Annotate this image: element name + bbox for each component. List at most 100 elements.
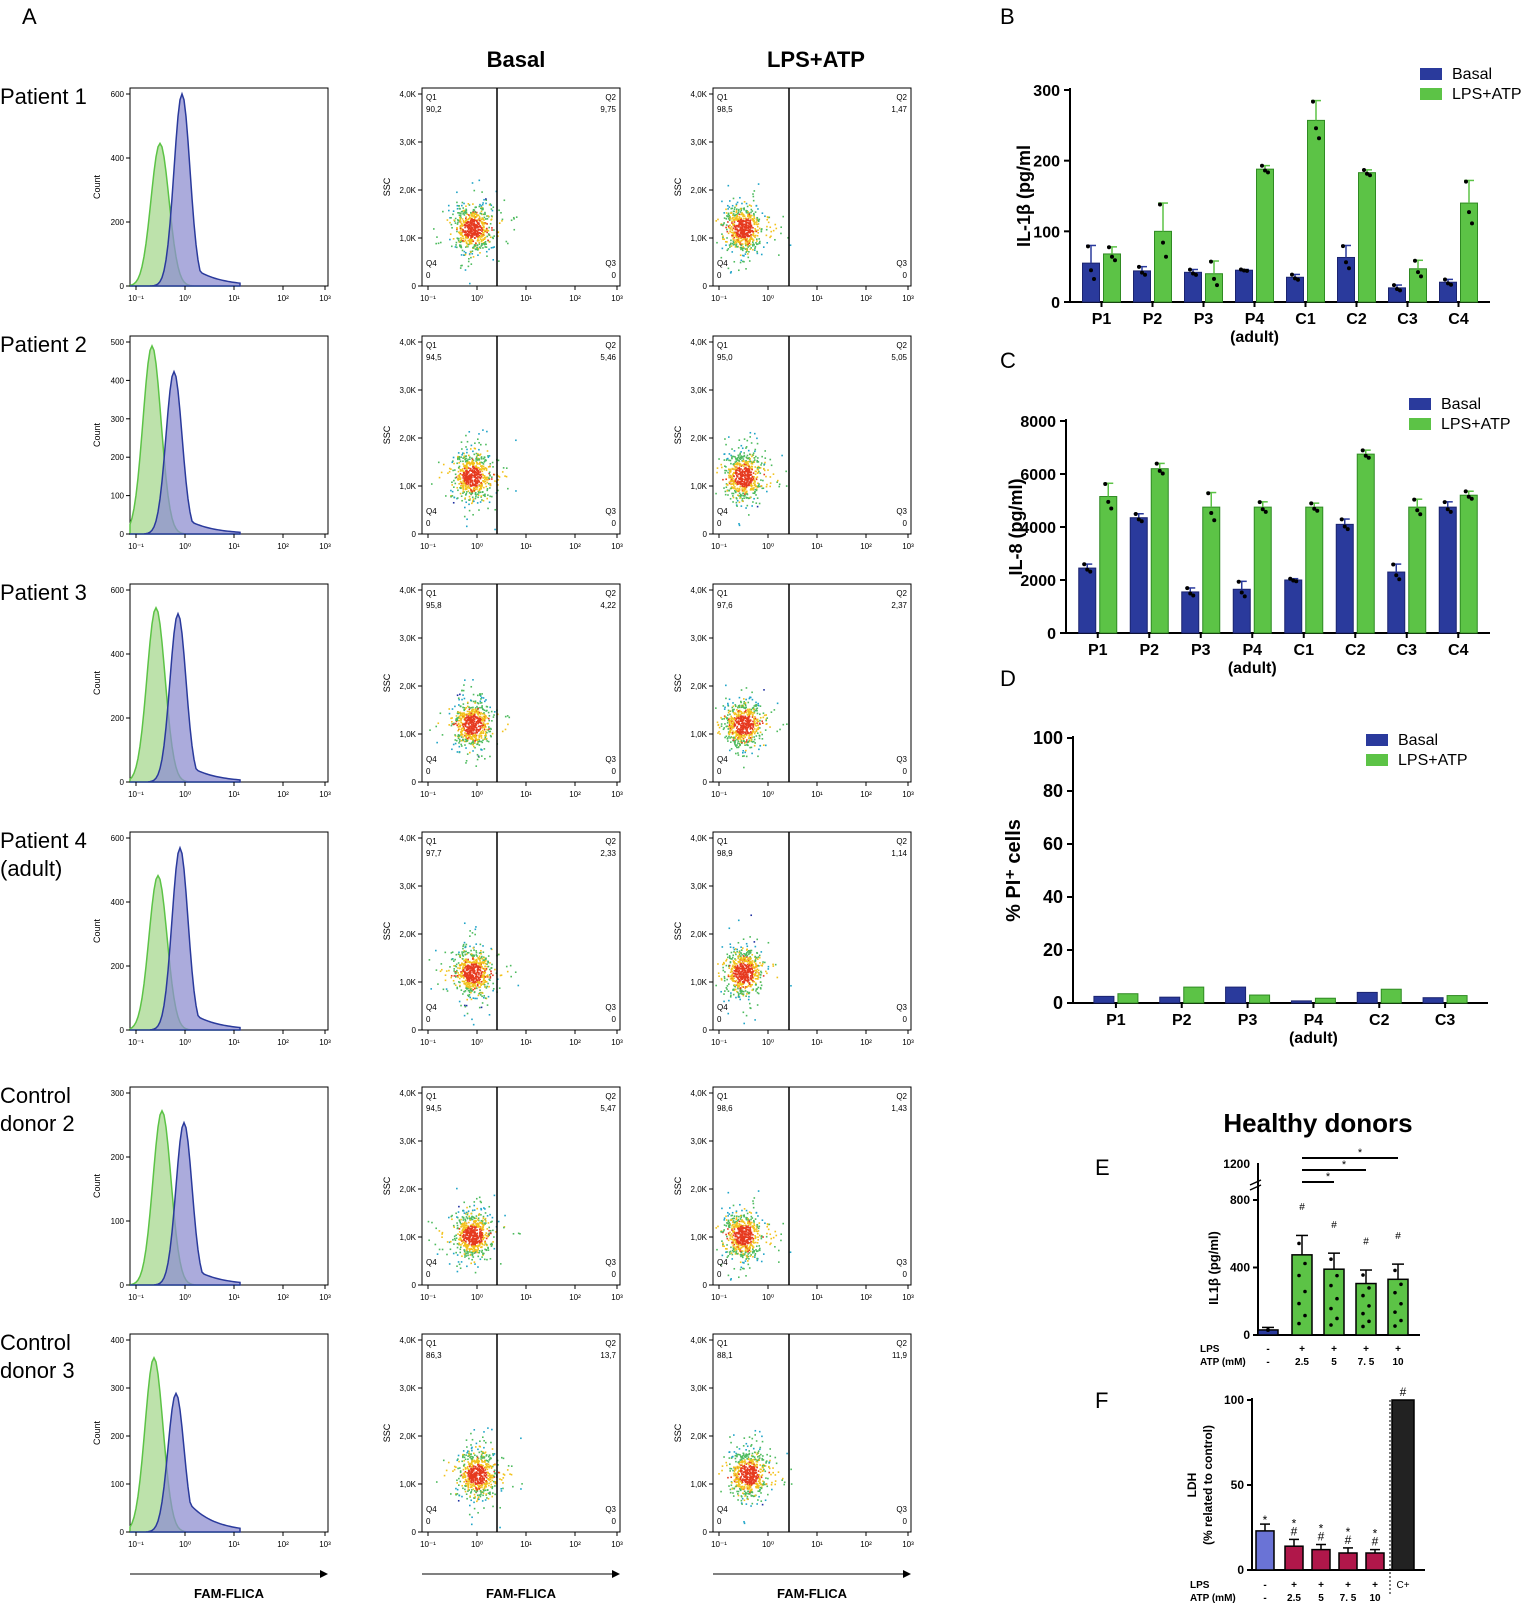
dot xyxy=(746,713,749,716)
dot xyxy=(470,718,472,721)
dot xyxy=(470,949,472,952)
dot xyxy=(743,698,745,700)
dot xyxy=(735,210,738,212)
dot xyxy=(742,215,744,218)
dot xyxy=(468,214,470,216)
dot xyxy=(734,723,736,726)
dot xyxy=(745,711,748,714)
dot xyxy=(747,472,749,474)
dot xyxy=(460,719,463,721)
dot xyxy=(461,264,463,267)
dot xyxy=(776,479,779,482)
dot xyxy=(475,926,477,928)
dot xyxy=(474,928,477,931)
dot xyxy=(473,225,476,227)
dot xyxy=(472,740,475,742)
dot xyxy=(744,484,746,487)
dot xyxy=(738,463,741,466)
dot xyxy=(746,482,748,485)
dot xyxy=(455,976,457,978)
dot xyxy=(457,735,459,738)
dot xyxy=(433,228,435,230)
dot xyxy=(727,725,730,728)
dot xyxy=(481,724,483,727)
dot xyxy=(464,487,467,490)
dot xyxy=(743,464,746,466)
dot xyxy=(471,958,474,960)
dot xyxy=(737,210,740,212)
dot xyxy=(471,496,474,499)
dot xyxy=(750,739,753,741)
dot xyxy=(744,976,747,979)
q1-label: Q1 xyxy=(426,589,437,598)
dot xyxy=(471,482,474,485)
dot xyxy=(489,222,492,225)
dot xyxy=(461,951,463,953)
dot xyxy=(459,981,461,984)
dot xyxy=(475,460,477,462)
dot xyxy=(739,485,742,488)
dot xyxy=(465,525,468,528)
dot xyxy=(460,246,463,249)
dot xyxy=(738,950,741,952)
dot xyxy=(748,212,750,214)
dot xyxy=(758,483,760,485)
dot xyxy=(750,979,753,982)
dot xyxy=(483,959,485,961)
dot xyxy=(457,976,459,979)
dot xyxy=(468,253,471,255)
dot xyxy=(750,442,753,444)
dot xyxy=(489,755,491,758)
dot xyxy=(479,974,482,977)
dot xyxy=(749,713,752,715)
dot xyxy=(489,462,492,465)
dot xyxy=(471,230,473,233)
dot xyxy=(469,498,471,500)
dot xyxy=(462,727,465,730)
dot xyxy=(741,479,744,482)
dot xyxy=(464,253,467,256)
dot xyxy=(742,727,744,730)
dot xyxy=(469,219,472,222)
dot xyxy=(747,253,749,255)
dot xyxy=(468,461,470,463)
dot xyxy=(735,713,738,716)
dot xyxy=(731,979,733,981)
dot xyxy=(465,965,467,968)
dot xyxy=(465,484,467,486)
dot xyxy=(479,463,481,465)
dot xyxy=(458,478,461,481)
dot xyxy=(736,469,739,472)
dot xyxy=(737,236,740,238)
dot xyxy=(471,474,473,477)
dot xyxy=(463,1014,466,1017)
dot xyxy=(469,751,471,754)
dot xyxy=(753,719,756,722)
dot xyxy=(732,473,734,475)
dot xyxy=(482,243,485,245)
dot xyxy=(742,207,745,210)
dot xyxy=(440,963,443,965)
dot xyxy=(734,491,737,494)
dot xyxy=(484,246,487,248)
dot xyxy=(738,720,740,723)
dot xyxy=(740,246,742,249)
dot xyxy=(728,244,731,246)
dot xyxy=(750,732,753,735)
dot xyxy=(763,473,766,476)
dot xyxy=(445,495,447,497)
dot xyxy=(728,468,730,471)
dot xyxy=(728,482,731,485)
dot xyxy=(759,727,761,729)
dot xyxy=(753,484,756,487)
dot xyxy=(476,705,478,708)
dot xyxy=(494,528,496,531)
dotplot-y-label: SSC xyxy=(382,673,392,692)
dot xyxy=(477,476,479,478)
dot xyxy=(466,486,469,489)
dot xyxy=(475,973,478,976)
dot xyxy=(729,469,732,472)
dot xyxy=(491,495,493,498)
dot xyxy=(754,466,757,468)
y-tick-label: 2,0K xyxy=(400,682,417,691)
